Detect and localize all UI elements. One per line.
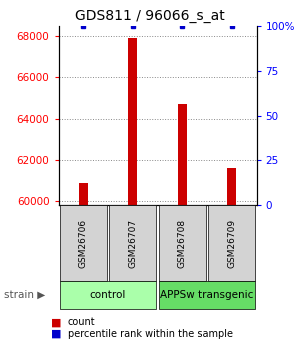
Bar [178,104,187,205]
Text: count: count [68,317,95,327]
Text: GSM26709: GSM26709 [227,219,236,268]
Bar [79,183,88,205]
Text: ■: ■ [51,317,62,327]
Text: percentile rank within the sample: percentile rank within the sample [68,329,232,338]
Text: ■: ■ [51,329,62,338]
Text: control: control [90,290,126,300]
Text: APPSw transgenic: APPSw transgenic [160,290,254,300]
Text: GSM26706: GSM26706 [79,219,88,268]
Bar [128,38,137,205]
Text: GSM26707: GSM26707 [128,219,137,268]
Text: strain ▶: strain ▶ [4,290,46,300]
Bar [227,168,236,205]
Text: GSM26708: GSM26708 [178,219,187,268]
Text: GDS811 / 96066_s_at: GDS811 / 96066_s_at [75,9,225,23]
